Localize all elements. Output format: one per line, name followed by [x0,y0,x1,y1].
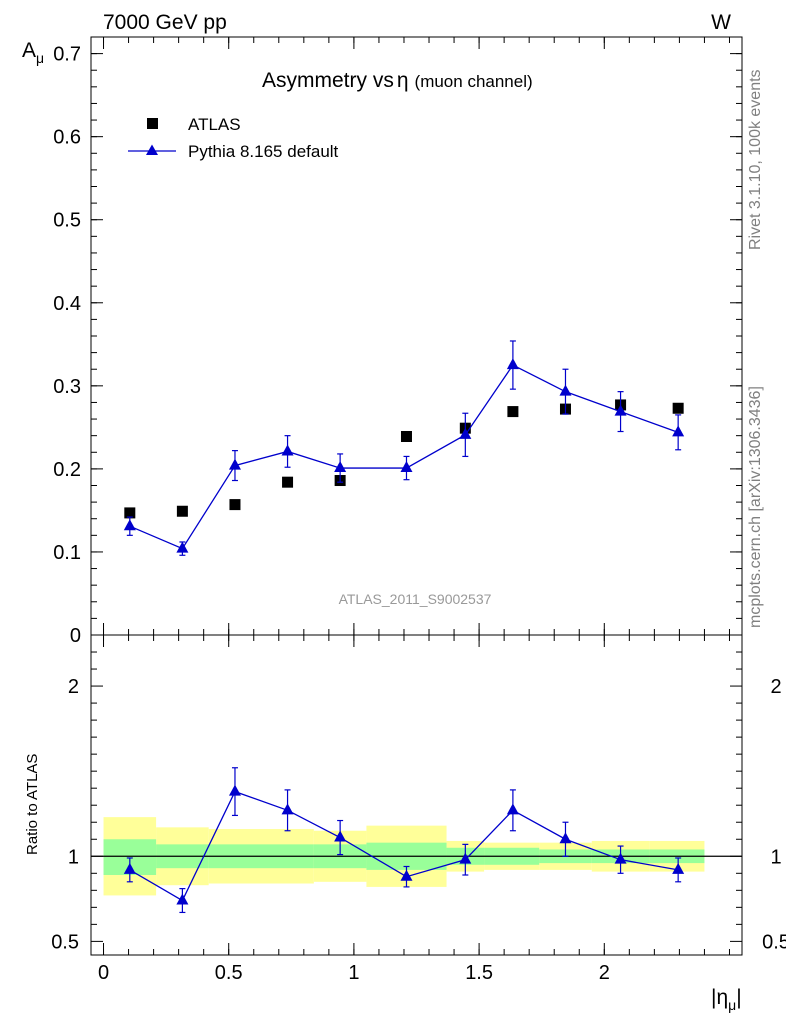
ratio-ytick-label-right: 2 [770,676,781,698]
main-ytick-label: 0.5 [53,210,81,232]
atlas-point [282,476,294,488]
atlas-point [672,402,684,414]
ratio-point [506,803,519,815]
ratio-xtick-label: 0.5 [215,962,243,984]
atlas-point [507,406,519,418]
header-energy-label: 7000 GeV pp [103,11,227,34]
ratio-xtick-label: 2 [599,962,610,984]
atlas-point [400,430,412,442]
pythia-point [123,519,136,531]
main-ytick-label: 0 [70,625,81,647]
pythia-point [614,404,627,416]
main-ytick-label: 0.1 [53,542,81,564]
ratio-plot-frame [90,634,743,956]
legend-marker-atlas [147,118,158,129]
pythia-point [228,458,241,470]
pythia-point [400,461,413,473]
ratio-ytick-label-right: 1 [770,846,781,868]
main-ytick-labels: 0 0.1 0.2 0.3 0.4 0.5 0.6 0.7 [53,44,81,647]
pythia-point [459,427,472,439]
ratio-xtick-label: 1.5 [465,962,493,984]
main-ticks [91,36,742,636]
main-ylabel-sub: μ [36,50,44,66]
pythia-point [506,358,519,370]
ratio-xtick-label: 0 [98,962,109,984]
main-title-eta: η [397,69,409,92]
x-axis-label-close: | [736,986,741,1009]
header-process-label: W [711,11,731,34]
x-axis-label: |ημ| [711,986,742,1013]
main-ytick-label: 0.2 [53,459,81,481]
x-axis-label-sub: μ [728,997,736,1013]
ratio-ytick-labels: 0.5 0.5 1 1 2 2 [51,676,786,953]
ratio-ticks [91,635,742,955]
ratio-point [400,869,413,881]
ratio-point [228,784,241,796]
main-title: Asymmetry vs η (muon channel) [262,69,533,92]
ratio-point [559,832,572,844]
ratio-ytick-label-right: 0.5 [762,931,786,953]
pythia-point [559,384,572,396]
main-ylabel: Aμ [22,39,44,66]
ratio-ylabel: Ratio to ATLAS [24,754,41,855]
ratio-point [176,893,189,905]
main-ytick-label: 0.3 [53,376,81,398]
main-data-layer [123,340,685,556]
pythia-point [281,444,294,456]
analysis-tag: ATLAS_2011_S9002537 [339,591,492,607]
pythia-point [672,425,685,437]
ratio-point [334,830,347,842]
rivet-version-label: Rivet 3.1.10, 100k events [747,69,764,250]
main-title-text: Asymmetry vs [262,69,394,92]
atlas-point [176,505,188,517]
ratio-point [614,852,627,864]
main-ytick-label: 0.7 [53,44,81,66]
ratio-ytick-label: 0.5 [51,931,79,953]
ratio-ytick-label: 2 [68,676,79,698]
legend-label-pythia: Pythia 8.165 default [188,142,339,161]
atlas-point [229,499,241,511]
ratio-xtick-labels: 0 0.5 1 1.5 2 [98,962,610,984]
pythia-point [176,541,189,553]
atlas-point [124,507,136,519]
legend-marker-pythia [146,144,158,155]
main-ytick-label: 0.6 [53,127,81,149]
main-ylabel-text: A [22,39,36,62]
ratio-point [672,862,685,874]
ratio-data-layer [123,767,685,914]
main-ytick-label: 0.4 [53,293,81,315]
ratio-point [123,862,136,874]
main-title-suffix: (muon channel) [415,72,533,91]
ratio-ytick-label: 1 [68,846,79,868]
ratio-xtick-label: 1 [348,962,359,984]
x-axis-label-text: |η [711,986,728,1009]
ratio-point [281,803,294,815]
pythia-point [334,461,347,473]
source-label: mcplots.cern.ch [arXiv:1306.3436] [747,386,764,628]
ratio-point [459,852,472,864]
legend-label-atlas: ATLAS [188,115,241,134]
